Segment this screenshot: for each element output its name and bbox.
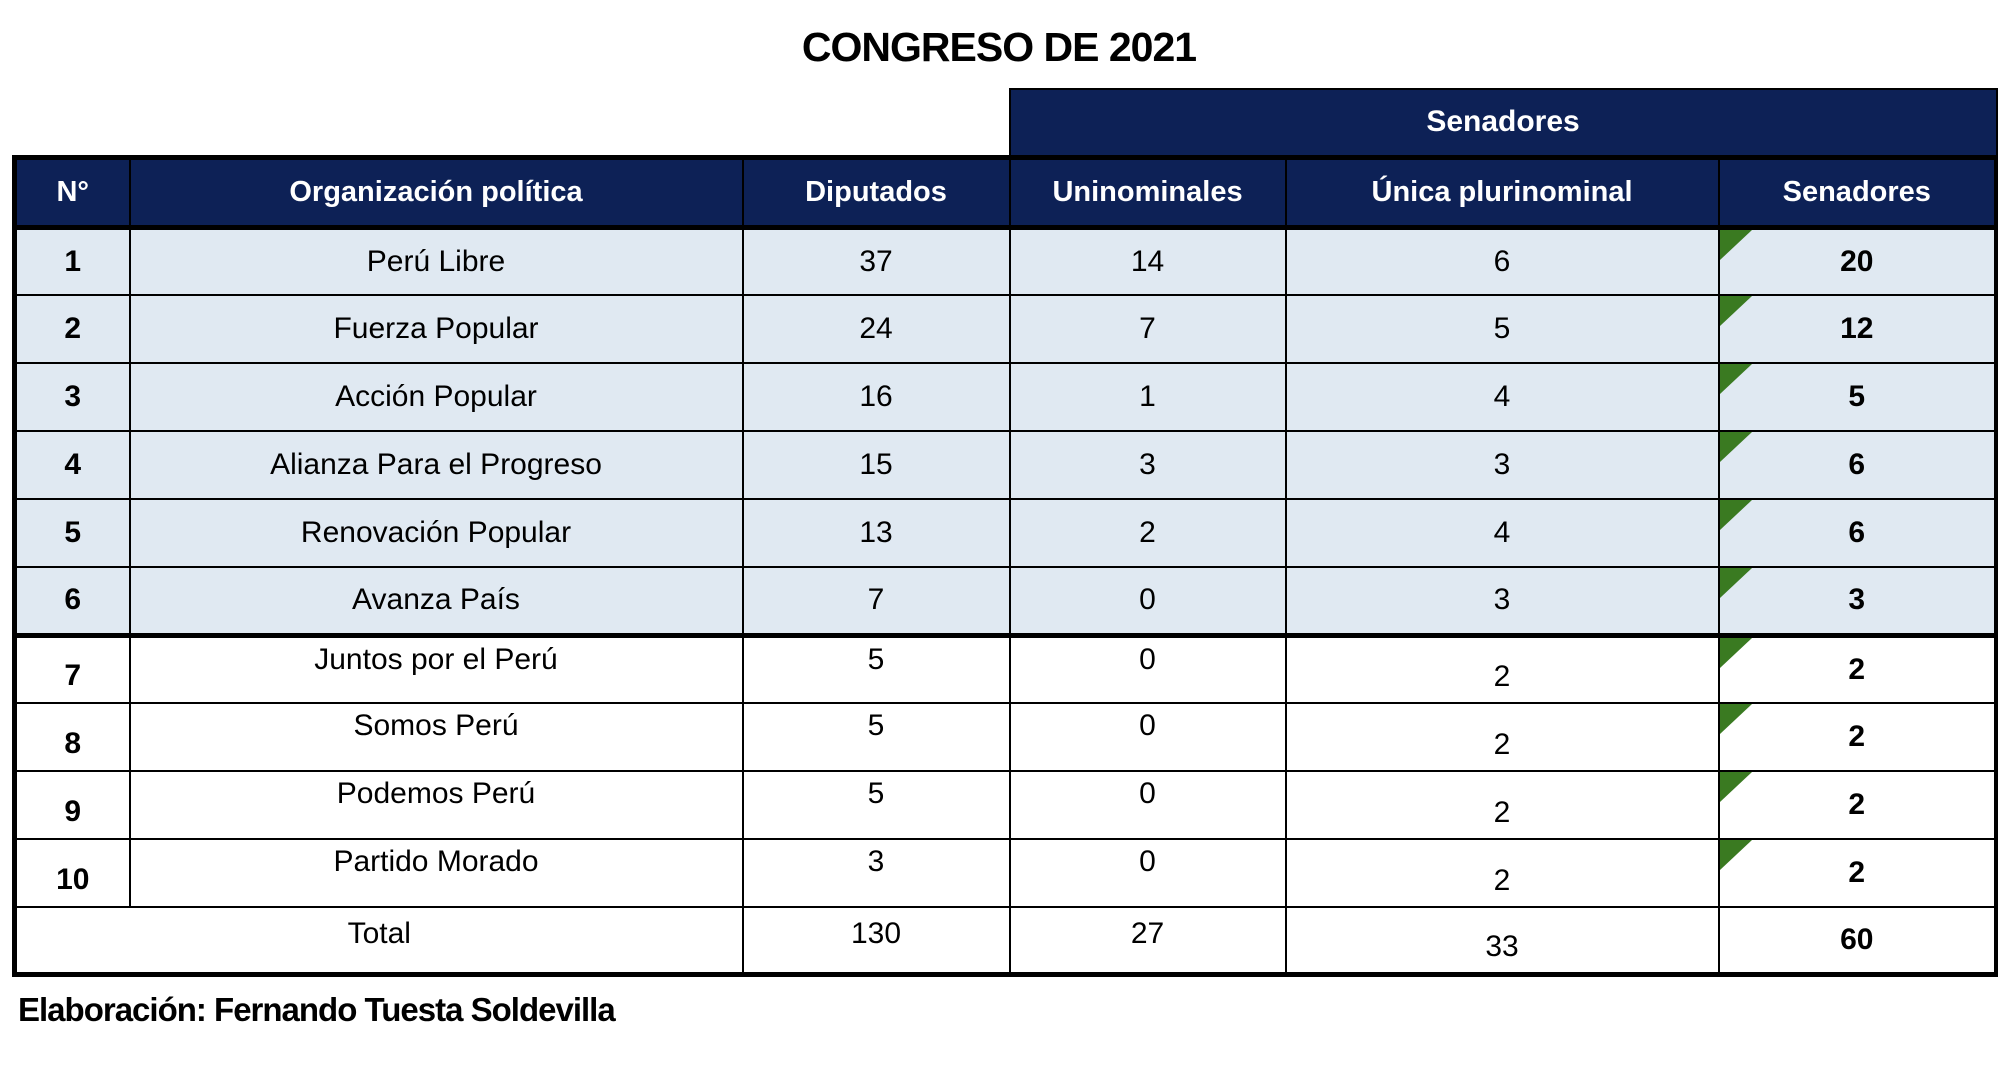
cell-plurinominal: 4 [1284,362,1720,432]
cell-senadores: 2 [1717,838,1998,908]
cell-uninominales: 0 [1008,770,1287,840]
cell-party: Somos Perú [128,702,744,772]
green-corner-flag-icon [1720,637,1752,668]
cell-uninominales: 0 [1008,634,1287,704]
cell-numero: 7 [12,634,131,704]
total-label: Total [12,906,744,977]
table-row: 3 Acción Popular 16 1 4 5 [12,362,1998,432]
cell-plurinominal: 3 [1284,566,1720,638]
cell-senadores: 20 [1717,226,1998,296]
cell-senadores: 6 [1717,498,1998,568]
banner-spacer [14,89,1010,157]
header-senadores: Senadores [1717,154,1998,230]
cell-plurinominal: 6 [1284,226,1720,296]
cell-party: Perú Libre [128,226,744,296]
cell-party: Acción Popular [128,362,744,432]
cell-numero: 5 [12,498,131,568]
green-corner-flag-icon [1720,569,1752,598]
cell-plurinominal: 2 [1284,838,1720,908]
cell-party: Fuerza Popular [128,294,744,364]
table-row: 2 Fuerza Popular 24 7 5 12 [12,294,1998,364]
total-diputados: 130 [741,906,1011,977]
green-corner-flag-icon [1720,501,1752,530]
page-title: CONGRESO DE 2021 [801,24,1197,70]
table-row: 6 Avanza País 7 0 3 3 [12,566,1998,638]
cell-party: Podemos Perú [128,770,744,840]
cell-senadores: 5 [1717,362,1998,432]
green-corner-flag-icon [1720,773,1752,802]
cell-diputados: 7 [741,566,1011,638]
cell-plurinominal: 2 [1284,770,1720,840]
header-numero: N° [12,154,131,230]
cell-party: Partido Morado [128,838,744,908]
total-plurinominal: 33 [1284,906,1720,977]
cell-senadores: 2 [1717,770,1998,840]
cell-numero: 4 [12,430,131,500]
header-organizacion-politica: Organización política [128,154,744,230]
cell-diputados: 5 [741,634,1011,704]
cell-uninominales: 7 [1008,294,1287,364]
cell-party: Juntos por el Perú [128,634,744,704]
cell-plurinominal: 2 [1284,702,1720,772]
cell-numero: 6 [12,566,131,638]
cell-party: Renovación Popular [128,498,744,568]
header-uninominales: Uninominales [1008,154,1287,230]
cell-diputados: 13 [741,498,1011,568]
cell-numero: 8 [12,702,131,772]
senadores-banner-row: Senadores [14,88,1998,158]
table-row: 9 Podemos Perú 5 0 2 2 [12,770,1998,840]
green-corner-flag-icon [1720,365,1752,394]
header-diputados: Diputados [741,154,1011,230]
cell-senadores: 6 [1717,430,1998,500]
cell-party: Alianza Para el Progreso [128,430,744,500]
green-corner-flag-icon [1720,229,1752,260]
table-row: 4 Alianza Para el Progreso 15 3 3 6 [12,430,1998,500]
green-corner-flag-icon [1720,297,1752,326]
cell-senadores: 12 [1717,294,1998,364]
source-attribution: Elaboración: Fernando Tuesta Soldevilla [18,990,616,1028]
cell-plurinominal: 2 [1284,634,1720,704]
header-unica-plurinominal: Única plurinominal [1284,154,1720,230]
senadores-group-header: Senadores [1008,88,1998,158]
cell-plurinominal: 5 [1284,294,1720,364]
cell-plurinominal: 4 [1284,498,1720,568]
cell-uninominales: 0 [1008,702,1287,772]
table-row: 5 Renovación Popular 13 2 4 6 [12,498,1998,568]
congress-results-table: Senadores N° Organización política Diput… [12,88,1998,977]
cell-senadores: 2 [1717,634,1998,704]
cell-plurinominal: 3 [1284,430,1720,500]
cell-diputados: 16 [741,362,1011,432]
total-uninominales: 27 [1008,906,1287,977]
table-header-row: N° Organización política Diputados Unino… [12,154,1998,230]
table-row: 10 Partido Morado 3 0 2 2 [12,838,1998,908]
cell-numero: 3 [12,362,131,432]
cell-numero: 10 [12,838,131,908]
cell-diputados: 5 [741,702,1011,772]
cell-numero: 2 [12,294,131,364]
cell-uninominales: 0 [1008,838,1287,908]
cell-numero: 9 [12,770,131,840]
table-row: 1 Perú Libre 37 14 6 20 [12,226,1998,296]
cell-senadores: 2 [1717,702,1998,772]
cell-uninominales: 14 [1008,226,1287,296]
total-senadores: 60 [1717,906,1998,977]
table-row: 7 Juntos por el Perú 5 0 2 2 [12,634,1998,704]
cell-uninominales: 1 [1008,362,1287,432]
cell-diputados: 37 [741,226,1011,296]
table-row: 8 Somos Perú 5 0 2 2 [12,702,1998,772]
total-row: Total 130 27 33 60 [12,906,1998,977]
green-corner-flag-icon [1720,705,1752,734]
cell-senadores: 3 [1717,566,1998,638]
cell-uninominales: 3 [1008,430,1287,500]
green-corner-flag-icon [1720,841,1752,870]
green-corner-flag-icon [1720,433,1752,462]
cell-diputados: 5 [741,770,1011,840]
cell-diputados: 3 [741,838,1011,908]
cell-diputados: 24 [741,294,1011,364]
cell-party: Avanza País [128,566,744,638]
cell-numero: 1 [12,226,131,296]
cell-diputados: 15 [741,430,1011,500]
cell-uninominales: 2 [1008,498,1287,568]
cell-uninominales: 0 [1008,566,1287,638]
